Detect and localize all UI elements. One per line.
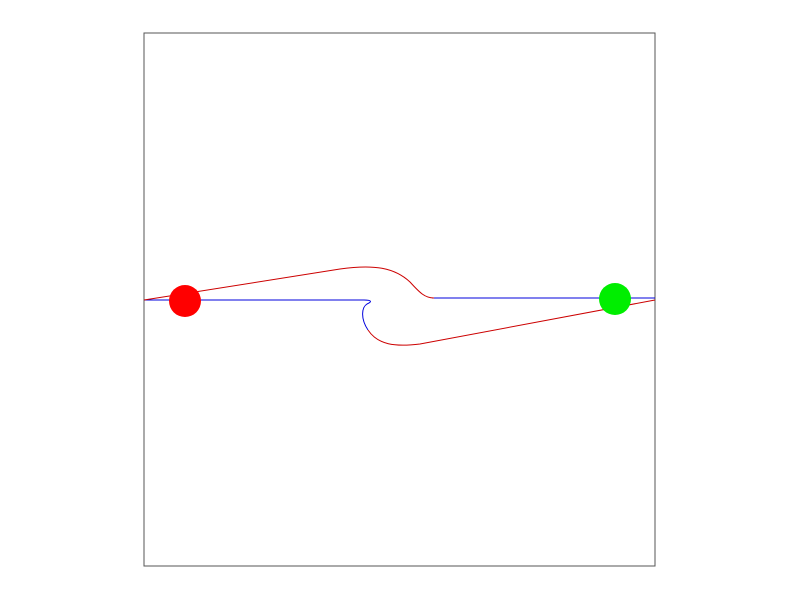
start-marker — [169, 285, 201, 317]
red-path — [143, 266, 656, 346]
goal-marker — [599, 283, 631, 315]
